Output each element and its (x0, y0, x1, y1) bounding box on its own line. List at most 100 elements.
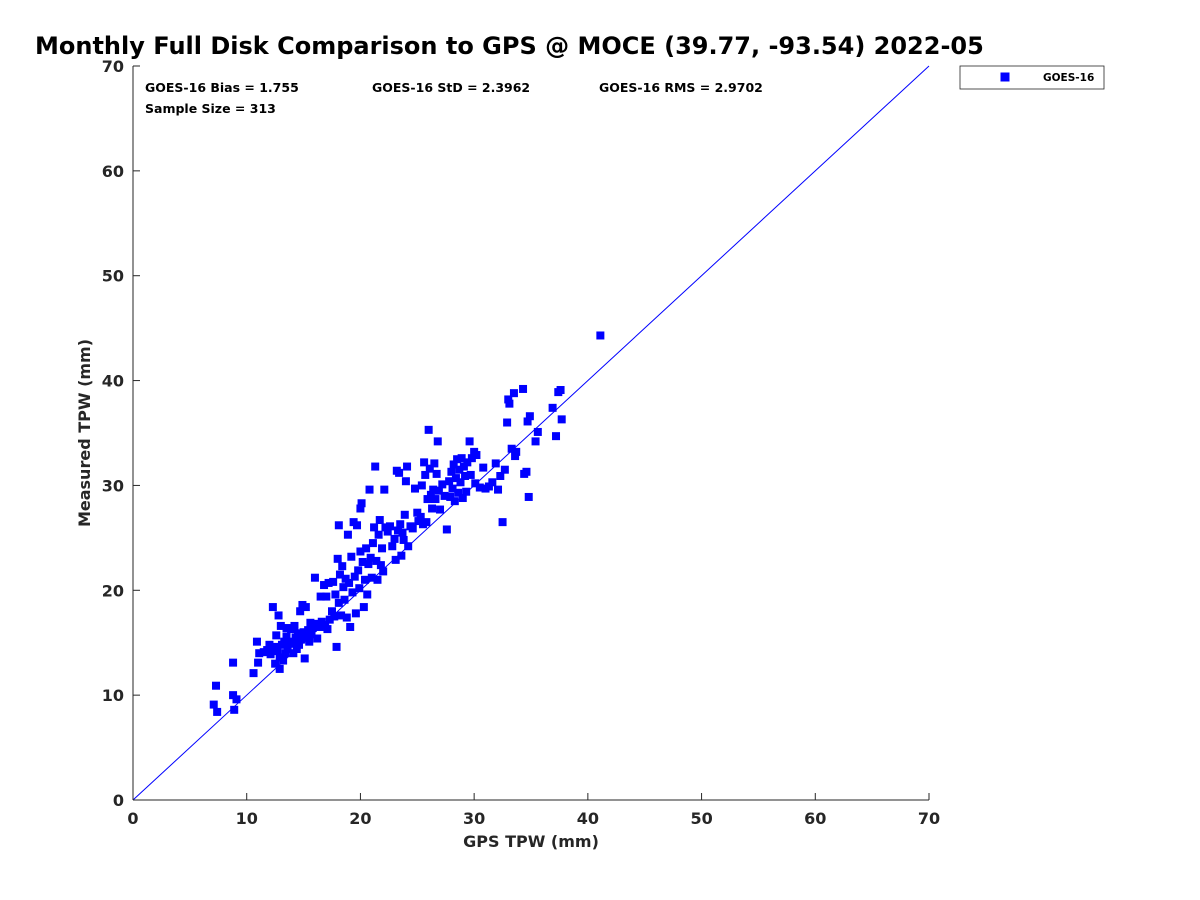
data-point (373, 575, 382, 584)
data-point (348, 588, 357, 597)
data-point (368, 539, 377, 548)
data-point (290, 621, 299, 630)
data-point (282, 624, 291, 633)
y-tick-label: 30 (102, 476, 124, 495)
data-point (475, 483, 484, 492)
data-point (462, 487, 471, 496)
data-point (295, 640, 304, 649)
data-point (393, 526, 402, 535)
chart-title: Monthly Full Disk Comparison to GPS @ MO… (35, 32, 984, 60)
data-point (345, 578, 354, 587)
data-point (329, 577, 338, 586)
data-point (362, 544, 371, 553)
data-point (511, 452, 520, 461)
data-point (390, 534, 399, 543)
data-point (463, 458, 472, 467)
data-point (509, 389, 518, 398)
data-point (395, 468, 404, 477)
data-point (459, 462, 468, 471)
data-point (438, 480, 447, 489)
data-point (434, 486, 443, 495)
data-point (504, 395, 513, 404)
x-tick-label: 60 (804, 809, 826, 828)
data-point (479, 463, 488, 472)
y-tick-label: 50 (102, 267, 124, 286)
data-point (320, 581, 329, 590)
data-point (288, 637, 297, 646)
data-point (425, 464, 434, 473)
data-point (420, 458, 429, 467)
data-point (552, 432, 561, 441)
data-point (355, 584, 364, 593)
data-point (531, 437, 540, 446)
data-point (525, 412, 534, 421)
data-point (428, 504, 437, 513)
data-point (322, 592, 331, 601)
data-point (346, 622, 355, 631)
data-point (331, 590, 340, 599)
data-point (229, 658, 238, 667)
data-point (289, 649, 298, 658)
data-point (283, 645, 292, 654)
data-point (512, 447, 521, 456)
data-point (447, 467, 456, 476)
data-point (465, 437, 474, 446)
data-point (300, 654, 309, 663)
data-point (450, 497, 459, 506)
data-point (263, 646, 272, 655)
legend-box (959, 65, 1105, 90)
data-point (451, 474, 460, 483)
data-point (498, 518, 507, 527)
data-point (380, 485, 389, 494)
data-point (376, 561, 385, 570)
data-point (458, 494, 467, 503)
data-point (334, 521, 343, 530)
data-point (350, 572, 359, 581)
data-point (335, 570, 344, 579)
data-point (507, 444, 516, 453)
x-axis-ticks: 0 10 20 30 40 50 60 70 (127, 793, 940, 828)
data-point (328, 607, 336, 616)
data-point (445, 477, 454, 486)
data-point (398, 528, 407, 537)
bias-stat: GOES-16 Bias = 1.755 (145, 80, 299, 95)
data-point (596, 331, 605, 340)
data-point (399, 535, 408, 544)
data-point (371, 462, 380, 471)
data-point (440, 491, 449, 500)
data-point (433, 437, 442, 446)
x-tick-label: 70 (918, 809, 940, 828)
data-point (524, 492, 533, 501)
data-point (332, 642, 341, 651)
data-point (448, 484, 457, 493)
data-point (436, 505, 445, 514)
data-point (354, 566, 363, 575)
data-point (424, 425, 433, 434)
data-point (333, 554, 342, 563)
data-point (396, 520, 405, 529)
data-point (457, 454, 466, 463)
data-point (271, 659, 280, 668)
data-point (358, 557, 367, 566)
data-point (442, 525, 451, 534)
data-point (347, 552, 356, 561)
data-point (370, 523, 379, 532)
data-point (397, 551, 406, 560)
data-point (432, 469, 441, 478)
y-tick-label: 60 (102, 162, 124, 181)
data-point (385, 522, 394, 531)
data-point (229, 691, 238, 700)
data-point (334, 598, 343, 607)
data-point (378, 544, 387, 553)
data-point (356, 547, 365, 556)
data-point (342, 613, 351, 622)
data-point (306, 618, 315, 627)
data-point (297, 635, 306, 644)
data-point (272, 631, 281, 640)
data-point (279, 656, 288, 665)
data-point (213, 707, 222, 716)
y-tick-label: 0 (113, 791, 124, 810)
data-point (401, 477, 410, 486)
data-point (308, 624, 317, 633)
